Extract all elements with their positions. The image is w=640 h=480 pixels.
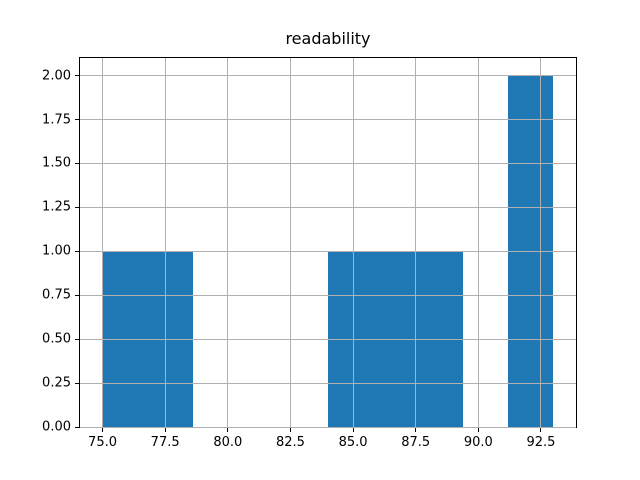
histogram-bar bbox=[418, 251, 464, 427]
y-tick-mark bbox=[75, 294, 79, 296]
y-tick-mark bbox=[75, 75, 79, 77]
y-tick-label: 0.25 bbox=[42, 375, 71, 391]
x-tick-label: 87.5 bbox=[401, 435, 431, 450]
x-tick-mark bbox=[164, 428, 166, 432]
y-tick-label: 0.50 bbox=[42, 331, 71, 347]
y-tick-label: 2.00 bbox=[42, 68, 71, 84]
bars-layer bbox=[80, 58, 576, 427]
histogram-bar bbox=[102, 251, 148, 427]
y-tick-mark bbox=[75, 382, 79, 384]
y-tick-label: 1.75 bbox=[42, 112, 71, 127]
histogram-bar bbox=[373, 251, 419, 427]
y-tick-mark bbox=[75, 206, 79, 208]
histogram-bar bbox=[328, 251, 374, 427]
x-tick-label: 85.0 bbox=[338, 435, 368, 450]
x-tick-label: 75.0 bbox=[88, 435, 118, 450]
x-tick-mark bbox=[540, 428, 542, 432]
x-tick-label: 80.0 bbox=[213, 435, 243, 450]
plot-area: 75.0 77.5 80.0 82.5 85.0 87.5 90.0 92.5 0.00 0.2… bbox=[42, 57, 577, 450]
y-tick-mark bbox=[75, 250, 79, 252]
histogram-bar bbox=[508, 75, 554, 427]
y-tick-label: 1.50 bbox=[42, 155, 71, 171]
y-tick-mark bbox=[75, 119, 79, 120]
y-tick-label: 1.25 bbox=[42, 199, 71, 215]
x-tick-label: 92.5 bbox=[526, 435, 556, 450]
histogram-bar bbox=[147, 251, 193, 427]
x-tick-mark bbox=[227, 428, 229, 432]
y-tick-mark bbox=[75, 162, 79, 164]
y-tick-mark bbox=[75, 426, 79, 428]
x-tick-mark bbox=[477, 428, 479, 432]
x-tick-label: 90.0 bbox=[463, 435, 493, 450]
x-tick-mark bbox=[102, 428, 104, 432]
y-tick-mark bbox=[75, 338, 79, 340]
y-tick-label: 0.75 bbox=[42, 287, 71, 303]
y-tick-label: 0.00 bbox=[42, 419, 71, 435]
x-tick-label: 77.5 bbox=[150, 435, 180, 450]
y-tick-label: 1.00 bbox=[42, 243, 71, 259]
x-tick-mark bbox=[415, 428, 417, 432]
x-tick-mark bbox=[289, 428, 291, 432]
chart-title: readability bbox=[285, 29, 371, 48]
x-tick-mark bbox=[352, 428, 354, 432]
x-tick-label: 82.5 bbox=[275, 435, 305, 450]
